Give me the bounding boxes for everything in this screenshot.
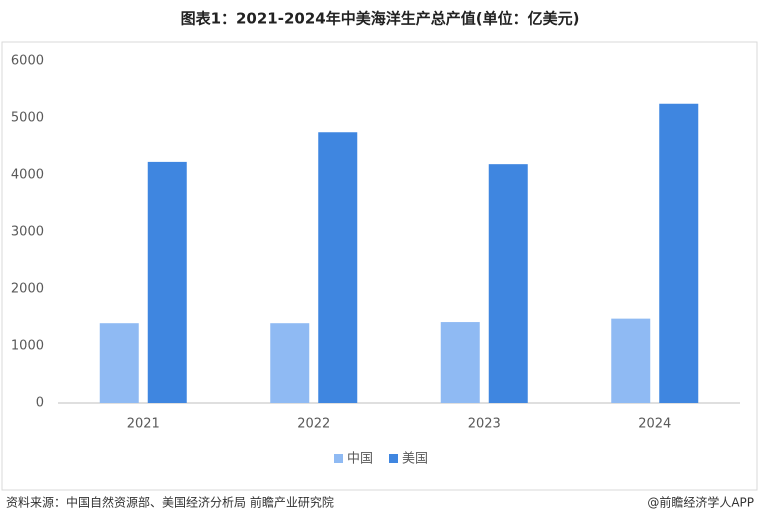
y-tick-label: 2000 [11, 282, 44, 297]
y-tick-label: 4000 [11, 168, 44, 183]
y-tick-label: 1000 [11, 339, 44, 354]
bar [318, 132, 358, 403]
y-tick-label: 5000 [11, 111, 44, 126]
legend-swatch [334, 454, 343, 463]
chart-frame [1, 41, 758, 491]
y-tick-label: 0 [36, 396, 44, 411]
legend-swatch [389, 454, 398, 463]
bar [611, 318, 651, 403]
brand: @前瞻经济学人APP [647, 495, 754, 510]
x-tick-label: 2024 [638, 417, 671, 432]
bar [659, 103, 699, 403]
x-tick-label: 2023 [468, 417, 501, 432]
chart-title: 图表1：2021-2024年中美海洋生产总产值(单位：亿美元) [181, 10, 580, 28]
x-tick-label: 2021 [127, 417, 160, 432]
y-tick-label: 6000 [11, 54, 44, 69]
bar [440, 322, 480, 403]
y-tick-label: 3000 [11, 225, 44, 240]
bar [147, 161, 187, 403]
legend-label: 中国 [347, 452, 373, 467]
bar [488, 164, 528, 403]
x-tick-label: 2022 [297, 417, 330, 432]
legend-label: 美国 [402, 452, 428, 467]
bar [99, 323, 139, 403]
bar [270, 323, 310, 403]
source-note: 资料来源：中国自然资源部、美国经济分析局 前瞻产业研究院 [6, 495, 334, 510]
